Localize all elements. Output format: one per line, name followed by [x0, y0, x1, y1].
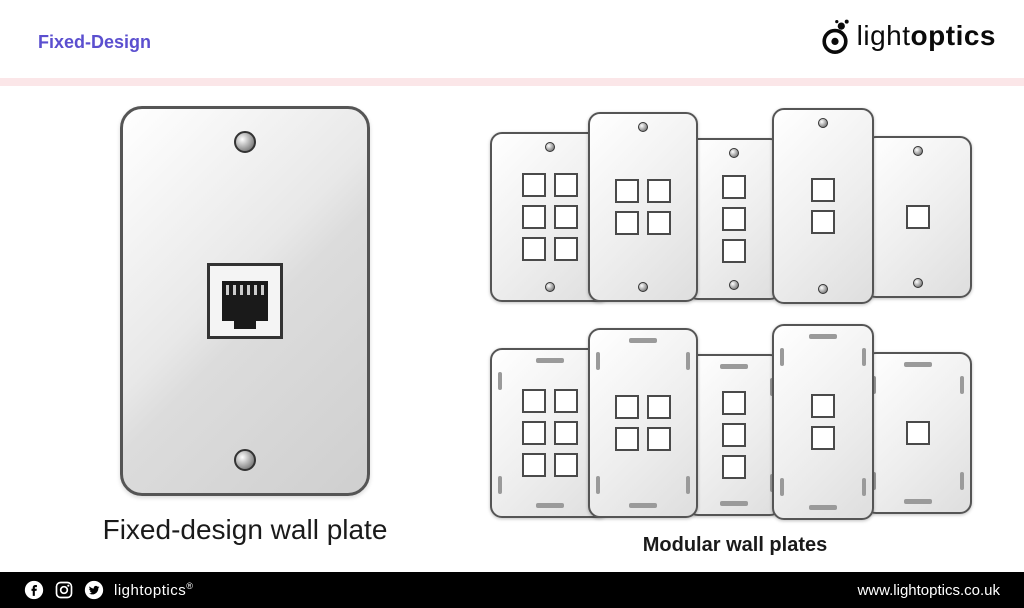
modular-plate: [588, 328, 698, 518]
fixed-design-section: Fixed-design wall plate: [90, 106, 400, 546]
keystone-port: [811, 178, 835, 202]
keystone-port: [615, 211, 639, 235]
modular-caption: Modular wall plates: [480, 534, 990, 557]
logo-text-optics: optics: [911, 20, 996, 52]
footer-brand-text: lightoptics: [114, 582, 186, 599]
modular-plate: [772, 108, 874, 304]
footer-url[interactable]: www.lightoptics.co.uk: [857, 582, 1000, 599]
keystone-port: [906, 421, 930, 445]
keystone-port: [615, 427, 639, 451]
keystone-port: [722, 423, 746, 447]
keystone-port: [522, 453, 546, 477]
keystone-port: [722, 391, 746, 415]
logo-icon: [817, 18, 853, 54]
keystone-port: [811, 210, 835, 234]
keystone-port: [554, 453, 578, 477]
footer-brand-suffix: ®: [186, 581, 193, 591]
modular-plate: [772, 324, 874, 520]
modular-plate: [686, 354, 782, 516]
keystone-port: [554, 205, 578, 229]
modular-section: Modular wall plates: [480, 102, 990, 557]
modular-plate: [686, 138, 782, 300]
header-divider: [0, 78, 1024, 86]
modular-plate: [588, 112, 698, 302]
screw-icon: [234, 131, 256, 153]
keystone-port: [522, 389, 546, 413]
keystone-port: [615, 179, 639, 203]
modular-row-2: [480, 318, 990, 518]
keystone-port: [722, 207, 746, 231]
logo-text-light: light: [857, 20, 911, 52]
logo-text: lightoptics: [857, 20, 996, 52]
keystone-port: [906, 205, 930, 229]
keystone-port: [647, 211, 671, 235]
modular-plate: [864, 352, 972, 514]
keystone-port: [647, 179, 671, 203]
footer: lightoptics® www.lightoptics.co.uk: [0, 572, 1024, 608]
keystone-port: [554, 237, 578, 261]
keystone-port: [615, 395, 639, 419]
page-title: Fixed-Design: [38, 32, 151, 53]
twitter-icon[interactable]: [84, 580, 104, 600]
facebook-icon[interactable]: [24, 580, 44, 600]
keystone-port: [522, 237, 546, 261]
screw-icon: [234, 449, 256, 471]
keystone-port: [647, 395, 671, 419]
keystone-port: [554, 389, 578, 413]
keystone-port: [722, 455, 746, 479]
keystone-port: [811, 426, 835, 450]
keystone-port: [554, 173, 578, 197]
keystone-port: [522, 205, 546, 229]
fixed-design-plate: [120, 106, 370, 496]
logo: lightoptics: [817, 18, 996, 54]
footer-left: lightoptics®: [24, 580, 193, 600]
rj45-port: [207, 263, 283, 339]
keystone-port: [722, 239, 746, 263]
modular-row-1: [480, 102, 990, 302]
keystone-port: [647, 427, 671, 451]
footer-brand: lightoptics®: [114, 581, 193, 599]
keystone-port: [722, 175, 746, 199]
instagram-icon[interactable]: [54, 580, 74, 600]
keystone-port: [554, 421, 578, 445]
keystone-port: [811, 394, 835, 418]
keystone-port: [522, 173, 546, 197]
content: Fixed-design wall plate Modular wall pla…: [0, 86, 1024, 572]
fixed-design-caption: Fixed-design wall plate: [90, 514, 400, 546]
header: Fixed-Design lightoptics: [0, 0, 1024, 78]
keystone-port: [522, 421, 546, 445]
modular-plate: [864, 136, 972, 298]
